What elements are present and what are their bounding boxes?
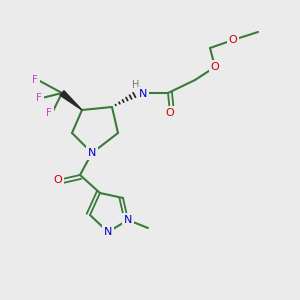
Text: O: O [166, 108, 174, 118]
Text: H: H [132, 80, 140, 90]
Text: N: N [139, 89, 147, 99]
Text: N: N [124, 215, 132, 225]
Polygon shape [60, 91, 82, 110]
Text: F: F [46, 108, 52, 118]
Text: N: N [104, 227, 112, 237]
Text: O: O [229, 35, 237, 45]
Text: N: N [88, 148, 96, 158]
Text: O: O [54, 175, 62, 185]
Text: F: F [32, 75, 38, 85]
Text: O: O [211, 62, 219, 72]
Text: F: F [36, 93, 42, 103]
